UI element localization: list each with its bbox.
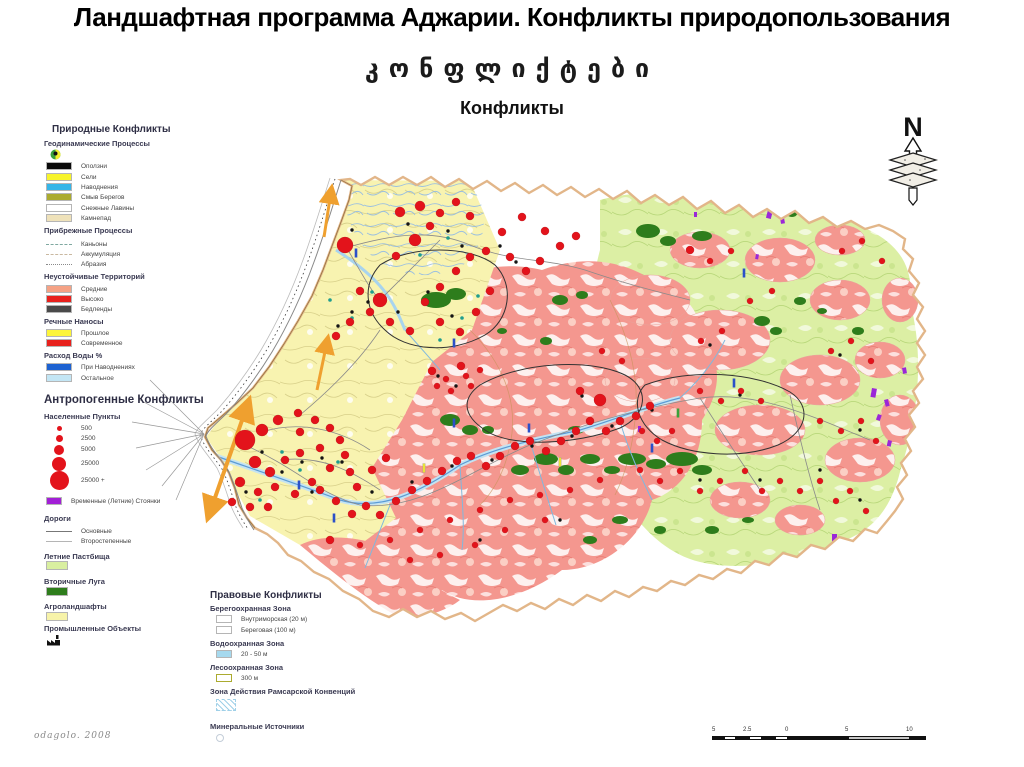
legend-item: Второстепенные	[46, 538, 131, 545]
scale-label: 10	[906, 727, 913, 733]
legend-item: Снежные Лавины	[46, 204, 134, 212]
legend-settlements-title: Населенные Пункты	[44, 412, 121, 421]
scale-label: 5	[712, 727, 716, 733]
scale-bar: 5 2.5 0 5 10	[712, 727, 927, 745]
cape-rays	[131, 379, 205, 501]
legend-item: 5000	[46, 444, 95, 455]
legend-agro-title: Агроландшафты	[44, 602, 107, 611]
teal-dots	[258, 236, 480, 502]
mineral-spring-icon	[216, 734, 224, 742]
legend-item: Камнепад	[46, 214, 111, 222]
legend-item-camps: Временные (Летние) Стоянки	[46, 497, 160, 505]
legend-item: 300 м	[216, 674, 258, 682]
north-arrow: N	[887, 112, 939, 206]
legend-legal-title: Правовые Конфликты	[210, 590, 322, 601]
black-dots	[244, 222, 862, 542]
legend-unstable-title: Неустойчивые Территорий	[44, 272, 145, 281]
credit-signature: odagolo. 2008	[34, 731, 112, 741]
legend-item: Основные	[46, 528, 112, 535]
legend-meadows-swatch	[46, 587, 68, 596]
boundary-loops	[367, 249, 805, 455]
legend-item: Наводнения	[46, 183, 118, 191]
legend-item: 500	[46, 424, 92, 432]
legend-item: Внутриморская (20 м)	[216, 615, 307, 623]
legend-industry-title: Промышленные Объекты	[44, 624, 142, 633]
legend-item: Остальное	[46, 374, 114, 382]
coastal-current-arrows	[202, 183, 340, 524]
legend-item: При Наводнениях	[46, 363, 135, 371]
legend-natural-title: Природные Конфликты	[52, 124, 171, 135]
legend-discharge-title: Расход Воды %	[44, 351, 103, 360]
slide-title: Ландшафтная программа Аджарии. Конфликты…	[73, 2, 951, 32]
legend-ramsar-title: Зона Действия Рамсарской Конвенций	[210, 687, 356, 696]
settlement-dots	[227, 197, 886, 564]
legend-item: Средние	[46, 285, 107, 293]
legend-item: Аккумуляция	[46, 251, 120, 258]
legend-item: Бедленды	[46, 305, 112, 313]
legend-item: 25000 +	[46, 470, 105, 490]
region-border	[203, 175, 927, 623]
legend-agro-swatch	[46, 612, 68, 621]
legend-pastures-swatch	[46, 561, 68, 570]
legend-item: Оползни	[46, 162, 107, 170]
legend-item: Смыв Берегов	[46, 193, 125, 201]
legend-anthropogenic-title: Антропогенные Конфликты	[44, 394, 204, 406]
legend-mineral-title: Минеральные Источники	[210, 722, 305, 731]
geodynamic-icon	[50, 149, 63, 160]
legend-forestzone-title: Лесоохранная Зона	[210, 663, 284, 672]
legend-item: Сели	[46, 173, 97, 181]
map-title-russian: Конфликты	[460, 98, 564, 118]
legend-item: 20 - 50 м	[216, 650, 268, 658]
legend-item: Береговая (100 м)	[216, 626, 296, 634]
scale-label: 2.5	[743, 727, 752, 733]
legend-item: 25000	[46, 456, 99, 471]
legend-sediments-title: Речные Наносы	[44, 317, 104, 326]
legend-waterzone-title: Водоохранная Зона	[210, 639, 285, 648]
legend-item: Прошлое	[46, 329, 109, 337]
legend-item: Каньоны	[46, 241, 107, 248]
scale-label: 0	[785, 727, 789, 733]
legend-item: Высоко	[46, 295, 103, 303]
legend-roads-title: Дороги	[44, 514, 71, 523]
svg-text:N: N	[903, 112, 923, 142]
factory-icon	[46, 634, 61, 646]
legend-item: Абразия	[46, 261, 106, 268]
legend-coastzone-title: Берегоохранная Зона	[210, 604, 291, 613]
legend-geodynamic-title: Геодинамические Процессы	[44, 139, 150, 148]
legend-pastures-title: Летние Пастбища	[44, 552, 110, 561]
legend-item: Современное	[46, 339, 123, 347]
scale-label: 5	[845, 727, 849, 733]
river-sediment-markers	[297, 248, 746, 523]
legend-coastal-title: Прибрежные Процессы	[44, 226, 133, 235]
map-title-georgian: კონფლიქტები	[364, 54, 660, 83]
legend-ramsar-swatch	[216, 699, 236, 711]
legend-item: 2500	[46, 434, 95, 443]
legend-meadows-title: Вторичные Луга	[44, 577, 105, 586]
region-fills	[205, 177, 925, 621]
